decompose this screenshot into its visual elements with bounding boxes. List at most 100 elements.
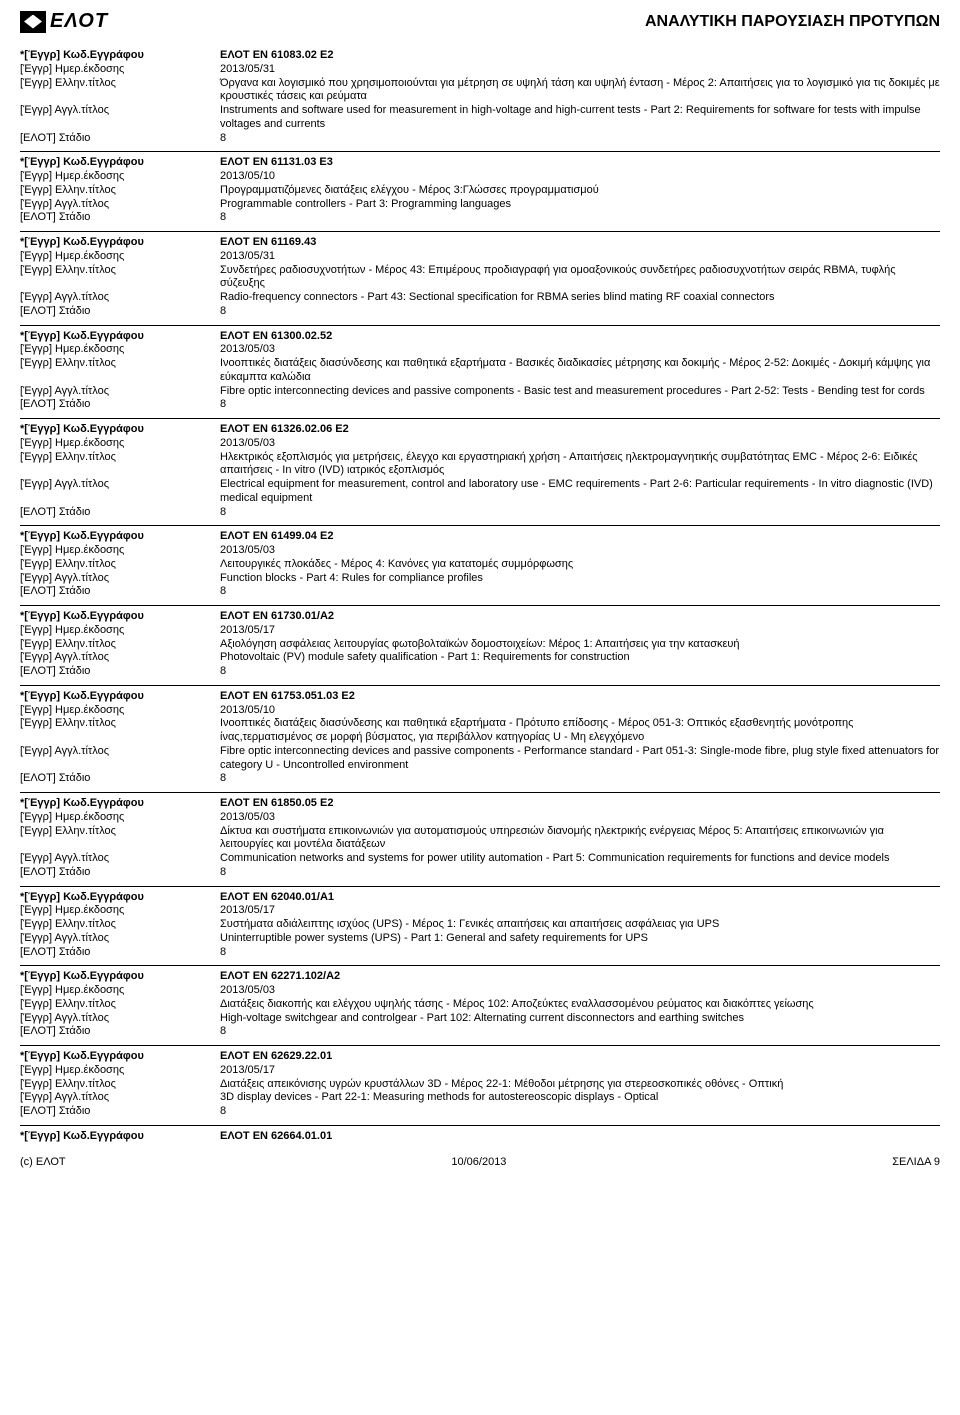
entry-row: [Έγγρ] Ημερ.έκδοσης2013/05/31 [20,63,940,77]
entry-row: *[Έγγρ] Κωδ.ΕγγράφουΕΛΟΤ EN 61131.03 E3 [20,156,940,170]
field-label: *[Έγγρ] Κωδ.Εγγράφου [20,1050,220,1064]
logo: ΕΛΟΤ [20,10,108,33]
field-label: [ΕΛΟΤ] Στάδιο [20,398,220,412]
field-value: High-voltage switchgear and controlgear … [220,1012,940,1026]
field-value: 2013/05/31 [220,250,940,264]
field-label: [Έγγρ] Ημερ.έκδοσης [20,624,220,638]
field-value: Uninterruptible power systems (UPS) - Pa… [220,932,940,946]
field-label: *[Έγγρ] Κωδ.Εγγράφου [20,330,220,344]
field-value: Διατάξεις διακοπής και ελέγχου υψηλής τά… [220,998,940,1012]
entry-row: [Έγγρ] Ημερ.έκδοσης2013/05/10 [20,170,940,184]
entry-row: [Έγγρ] Αγγλ.τίτλοςRadio-frequency connec… [20,291,940,305]
entry-row: [Έγγρ] Ημερ.έκδοσης2013/05/17 [20,624,940,638]
entry-row: [ΕΛΟΤ] Στάδιο8 [20,506,940,520]
field-label: [Έγγρ] Ημερ.έκδοσης [20,984,220,998]
entry-row: *[Έγγρ] Κωδ.ΕγγράφουΕΛΟΤ EN 62629.22.01 [20,1050,940,1064]
entry-row: *[Έγγρ] Κωδ.ΕγγράφουΕΛΟΤ EN 61169.43 [20,236,940,250]
entry-row: [Έγγρ] Αγγλ.τίτλοςPhotovoltaic (PV) modu… [20,651,940,665]
entry-row: [Έγγρ] Αγγλ.τίτλοςHigh-voltage switchgea… [20,1012,940,1026]
entry-row: [ΕΛΟΤ] Στάδιο8 [20,211,940,225]
field-label: [Έγγρ] Ελλην.τίτλος [20,825,220,853]
field-value: Όργανα και λογισμικό που χρησιμοποιούντα… [220,77,940,105]
field-value: ΕΛΟΤ EN 61850.05 E2 [220,797,940,811]
field-value: Function blocks - Part 4: Rules for comp… [220,572,940,586]
field-label: *[Έγγρ] Κωδ.Εγγράφου [20,970,220,984]
field-value: Δίκτυα και συστήματα επικοινωνιών για αυ… [220,825,940,853]
entry-row: [Έγγρ] Ημερ.έκδοσης2013/05/03 [20,984,940,998]
entry-row: [Έγγρ] Αγγλ.τίτλοςProgrammable controlle… [20,198,940,212]
field-label: [Έγγρ] Ελλην.τίτλος [20,357,220,385]
field-label: [ΕΛΟΤ] Στάδιο [20,585,220,599]
field-value: 8 [220,665,940,679]
field-label: [Έγγρ] Αγγλ.τίτλος [20,385,220,399]
field-value: ΕΛΟΤ EN 62271.102/A2 [220,970,940,984]
entry-row: *[Έγγρ] Κωδ.ΕγγράφουΕΛΟΤ EN 61326.02.06 … [20,423,940,437]
entry-row: *[Έγγρ] Κωδ.ΕγγράφουΕΛΟΤ EN 62040.01/A1 [20,891,940,905]
entry: *[Έγγρ] Κωδ.ΕγγράφουΕΛΟΤ EN 62664.01.01 [20,1126,940,1150]
entry-row: [Έγγρ] Ημερ.έκδοσης2013/05/31 [20,250,940,264]
field-label: [Έγγρ] Ελλην.τίτλος [20,77,220,105]
field-label: [Έγγρ] Αγγλ.τίτλος [20,572,220,586]
page-title: ΑΝΑΛΥΤΙΚΗ ΠΑΡΟΥΣΙΑΣΗ ΠΡΟΤΥΠΩΝ [645,13,940,31]
field-value: 2013/05/17 [220,904,940,918]
entry-row: [Έγγρ] Ελλην.τίτλοςΑξιολόγηση ασφάλειας … [20,638,940,652]
entry-row: [Έγγρ] Αγγλ.τίτλοςInstruments and softwa… [20,104,940,132]
entry-row: *[Έγγρ] Κωδ.ΕγγράφουΕΛΟΤ EN 61850.05 E2 [20,797,940,811]
field-value: 8 [220,946,940,960]
field-label: [Έγγρ] Αγγλ.τίτλος [20,478,220,506]
entry-row: [ΕΛΟΤ] Στάδιο8 [20,866,940,880]
entry: *[Έγγρ] Κωδ.ΕγγράφουΕΛΟΤ EN 62040.01/A1[… [20,887,940,967]
entry-row: [Έγγρ] Αγγλ.τίτλοςFibre optic interconne… [20,745,940,773]
field-value: 2013/05/10 [220,704,940,718]
field-label: *[Έγγρ] Κωδ.Εγγράφου [20,610,220,624]
entry-row: [Έγγρ] Ημερ.έκδοσης2013/05/17 [20,904,940,918]
field-label: *[Έγγρ] Κωδ.Εγγράφου [20,236,220,250]
field-value: Λειτουργικές πλοκάδες - Μέρος 4: Κανόνες… [220,558,940,572]
field-label: [Έγγρ] Αγγλ.τίτλος [20,932,220,946]
field-label: *[Έγγρ] Κωδ.Εγγράφου [20,530,220,544]
field-value: Αξιολόγηση ασφάλειας λειτουργίας φωτοβολ… [220,638,940,652]
entry: *[Έγγρ] Κωδ.ΕγγράφουΕΛΟΤ EN 61326.02.06 … [20,419,940,526]
field-value: ΕΛΟΤ EN 61753.051.03 E2 [220,690,940,704]
field-label: [Έγγρ] Αγγλ.τίτλος [20,1012,220,1026]
entry-row: [ΕΛΟΤ] Στάδιο8 [20,132,940,146]
field-label: [Έγγρ] Ελλην.τίτλος [20,998,220,1012]
entry-row: *[Έγγρ] Κωδ.ΕγγράφουΕΛΟΤ EN 62271.102/A2 [20,970,940,984]
field-label: [Έγγρ] Ελλην.τίτλος [20,264,220,292]
field-label: [ΕΛΟΤ] Στάδιο [20,946,220,960]
field-label: [ΕΛΟΤ] Στάδιο [20,506,220,520]
field-value: Radio-frequency connectors - Part 43: Se… [220,291,940,305]
field-value: 8 [220,1025,940,1039]
field-label: [Έγγρ] Ημερ.έκδοσης [20,343,220,357]
footer-center: 10/06/2013 [451,1156,506,1168]
entry-row: [Έγγρ] Αγγλ.τίτλοςFibre optic interconne… [20,385,940,399]
field-value: 2013/05/03 [220,811,940,825]
field-value: 2013/05/03 [220,437,940,451]
entry-row: *[Έγγρ] Κωδ.ΕγγράφουΕΛΟΤ EN 61499.04 E2 [20,530,940,544]
entry-row: *[Έγγρ] Κωδ.ΕγγράφουΕΛΟΤ EN 62664.01.01 [20,1130,940,1144]
entry-row: [ΕΛΟΤ] Στάδιο8 [20,946,940,960]
field-value: 8 [220,305,940,319]
entry-row: [Έγγρ] Ημερ.έκδοσης2013/05/03 [20,544,940,558]
entry: *[Έγγρ] Κωδ.ΕγγράφουΕΛΟΤ EN 62629.22.01[… [20,1046,940,1126]
entry-row: [Έγγρ] Ημερ.έκδοσης2013/05/03 [20,811,940,825]
entry-row: [ΕΛΟΤ] Στάδιο8 [20,665,940,679]
field-label: *[Έγγρ] Κωδ.Εγγράφου [20,49,220,63]
entry-row: [ΕΛΟΤ] Στάδιο8 [20,585,940,599]
field-value: Προγραμματιζόμενες διατάξεις ελέγχου - Μ… [220,184,940,198]
field-label: [Έγγρ] Ημερ.έκδοσης [20,170,220,184]
field-label: [Έγγρ] Ημερ.έκδοσης [20,1064,220,1078]
field-value: 2013/05/03 [220,343,940,357]
entry-row: [Έγγρ] Αγγλ.τίτλος3D display devices - P… [20,1091,940,1105]
field-label: [ΕΛΟΤ] Στάδιο [20,1025,220,1039]
field-value: Communication networks and systems for p… [220,852,940,866]
entry-row: [ΕΛΟΤ] Στάδιο8 [20,772,940,786]
entry-row: [Έγγρ] Ελλην.τίτλοςΙνοοπτικές διατάξεις … [20,717,940,745]
field-label: [Έγγρ] Αγγλ.τίτλος [20,291,220,305]
entry-row: *[Έγγρ] Κωδ.ΕγγράφουΕΛΟΤ EN 61083.02 E2 [20,49,940,63]
entry: *[Έγγρ] Κωδ.ΕγγράφουΕΛΟΤ EN 62271.102/A2… [20,966,940,1046]
field-value: ΕΛΟΤ EN 61169.43 [220,236,940,250]
field-value: ΕΛΟΤ EN 61326.02.06 E2 [220,423,940,437]
field-label: [Έγγρ] Ελλην.τίτλος [20,638,220,652]
entry-row: [ΕΛΟΤ] Στάδιο8 [20,1025,940,1039]
